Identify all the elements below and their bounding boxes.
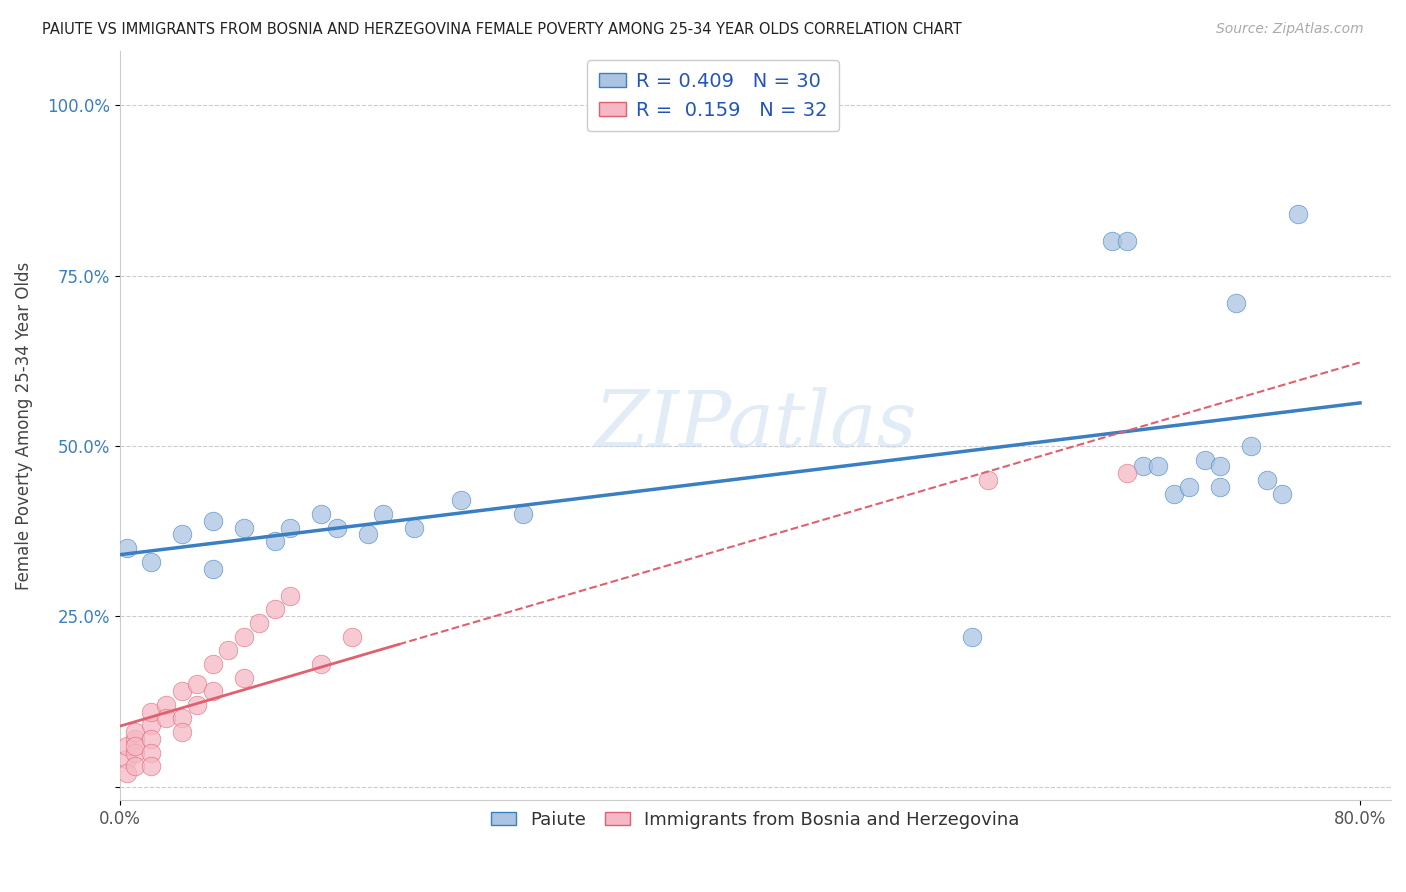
Point [1194,452,1216,467]
Point [1132,459,1154,474]
Point [1147,459,1170,474]
Point [1101,235,1123,249]
Y-axis label: Female Poverty Among 25-34 Year Olds: Female Poverty Among 25-34 Year Olds [15,261,32,590]
Point [1209,459,1232,474]
Point [117,541,139,555]
Point [139,555,162,569]
Point [1116,466,1139,480]
Point [201,657,224,671]
Point [1256,473,1278,487]
Point [450,493,472,508]
Text: ZIPatlas: ZIPatlas [595,387,917,464]
Point [139,718,162,732]
Point [155,698,177,712]
Point [124,739,146,753]
Point [170,725,193,739]
Point [155,711,177,725]
Point [139,705,162,719]
Point [373,507,395,521]
Legend: Paiute, Immigrants from Bosnia and Herzegovina: Paiute, Immigrants from Bosnia and Herze… [484,804,1026,836]
Point [124,725,146,739]
Text: PAIUTE VS IMMIGRANTS FROM BOSNIA AND HERZEGOVINA FEMALE POVERTY AMONG 25-34 YEAR: PAIUTE VS IMMIGRANTS FROM BOSNIA AND HER… [42,22,962,37]
Point [977,473,1000,487]
Point [263,534,285,549]
Point [201,561,224,575]
Point [325,521,347,535]
Point [186,698,208,712]
Point [139,731,162,746]
Point [512,507,534,521]
Point [124,731,146,746]
Point [232,671,254,685]
Point [170,684,193,698]
Point [340,630,363,644]
Point [1163,486,1185,500]
Point [247,615,270,630]
Point [1240,439,1263,453]
Point [278,589,301,603]
Point [117,752,139,766]
Point [1271,486,1294,500]
Point [357,527,380,541]
Point [1178,480,1201,494]
Point [1225,295,1247,310]
Point [309,507,332,521]
Point [1209,480,1232,494]
Point [232,521,254,535]
Point [124,746,146,760]
Point [962,630,984,644]
Point [139,746,162,760]
Point [170,711,193,725]
Point [217,643,239,657]
Point [201,684,224,698]
Point [117,766,139,780]
Point [117,739,139,753]
Point [186,677,208,691]
Point [170,527,193,541]
Point [404,521,426,535]
Point [124,759,146,773]
Point [1286,207,1309,221]
Point [309,657,332,671]
Point [232,630,254,644]
Point [139,759,162,773]
Text: Source: ZipAtlas.com: Source: ZipAtlas.com [1216,22,1364,37]
Point [201,514,224,528]
Point [1116,235,1139,249]
Point [263,602,285,616]
Point [278,521,301,535]
